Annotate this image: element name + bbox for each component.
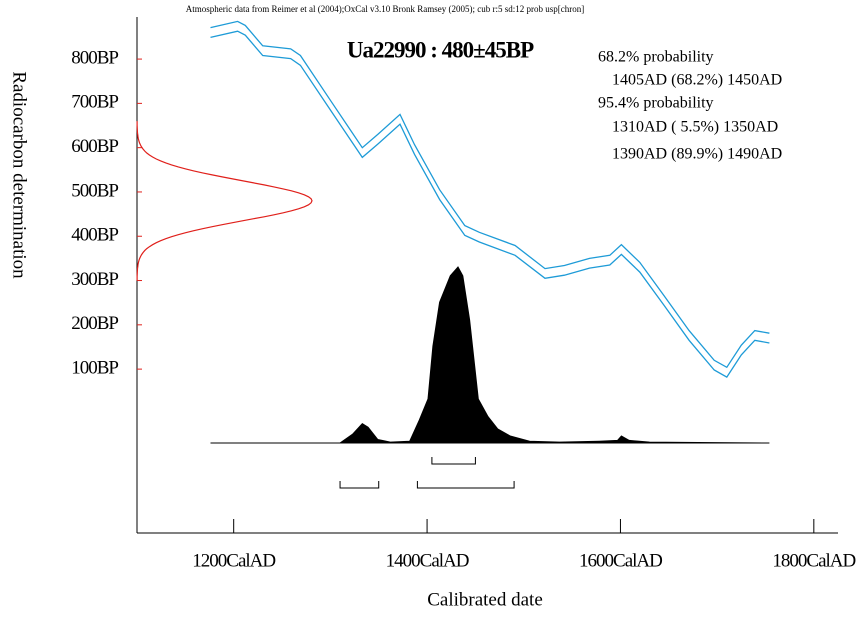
x-tick-label: 1600CalAD — [579, 550, 662, 571]
x-axis-label: Calibrated date — [427, 589, 543, 610]
radiocarbon-distribution — [136, 121, 313, 281]
range-bar — [339, 481, 380, 489]
chart-note: Atmospheric data from Reimer et al (2004… — [186, 4, 584, 14]
chart-title: Ua22990 : 480±45BP — [347, 37, 534, 62]
calibrated-distribution — [210, 266, 770, 444]
y-tick-label: 200BP — [71, 313, 118, 334]
x-tick-label: 1200CalAD — [192, 550, 275, 571]
calibration-curve-upper — [210, 20, 770, 369]
range-text: 1390AD (89.9%) 1490AD — [612, 146, 782, 163]
y-axis-label: Radiocarbon determination — [9, 71, 30, 279]
range-text: 1310AD ( 5.5%) 1350AD — [612, 119, 778, 136]
range-text: 1405AD (68.2%) 1450AD — [612, 72, 782, 89]
y-tick-label: 800BP — [71, 47, 118, 68]
range-heading: 95.4% probability — [598, 95, 714, 112]
calibration-curve-lower — [210, 30, 770, 378]
y-tick-label: 300BP — [71, 269, 118, 290]
y-tick-label: 500BP — [71, 180, 118, 201]
y-tick-label: 600BP — [71, 136, 118, 157]
x-tick-label: 1800CalAD — [772, 550, 855, 571]
range-heading: 68.2% probability — [598, 49, 714, 66]
y-tick-label: 700BP — [71, 92, 118, 113]
y-tick-label: 100BP — [71, 357, 118, 378]
y-tick-label: 400BP — [71, 225, 118, 246]
range-bar — [416, 481, 515, 489]
range-bar — [431, 457, 476, 465]
x-tick-label: 1400CalAD — [386, 550, 469, 571]
